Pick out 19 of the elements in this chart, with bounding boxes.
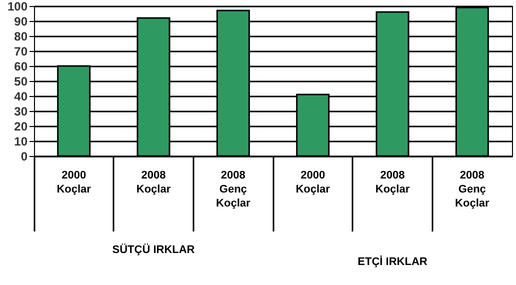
text: SÜTÇÜ IRKLAR [112,243,195,256]
x-tick-label: 2000 Koçlar [56,170,92,196]
y-tick-label: 20 [14,120,28,134]
y-tick-label: 40 [14,90,28,104]
text: ETÇİ IRKLAR [358,255,428,268]
x-tick-label: 2008 Koçlar [375,170,410,196]
x-tick-label: 2008 Genç Koçlar [455,170,490,210]
x-tick-label: 2000 Koçlar [296,170,331,196]
y-tick-label: 50 [14,74,28,88]
y-tick-label: 60 [14,60,28,74]
y-tick-label: 100 [7,0,28,14]
y-tick-label: 80 [14,30,28,44]
y-tick-label: 10 [14,134,28,148]
y-tick-label: 70 [14,44,28,58]
y-tick-label: 0 [20,150,28,164]
x-tick-label: 2008 Koçlar [136,170,172,196]
y-tick-label: 90 [14,14,28,28]
y-tick-label: 30 [14,104,28,118]
x-tick-label: 2008 Genç Koçlar [216,170,251,210]
